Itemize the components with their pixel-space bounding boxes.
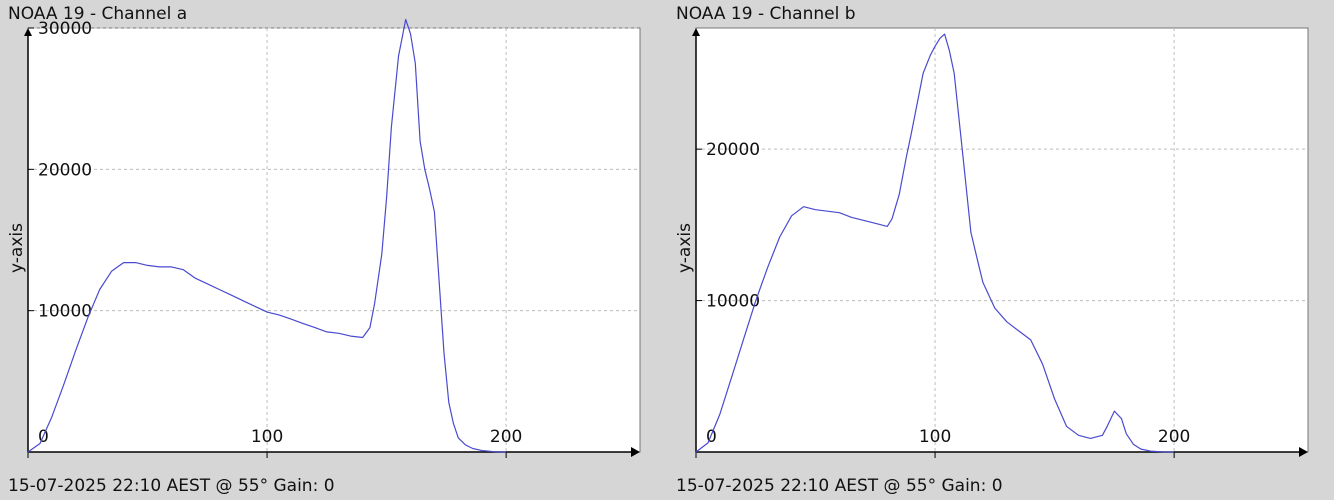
- x-axis-arrow-icon: [1299, 447, 1308, 457]
- chart-footer-status: 15-07-2025 22:10 AEST @ 55° Gain: 0: [8, 476, 335, 496]
- x-tick-label: 100: [919, 427, 951, 447]
- y-tick-label: 30000: [38, 19, 92, 39]
- y-axis-arrow-icon: [692, 28, 700, 36]
- y-axis-label: y-axis: [675, 223, 695, 273]
- y-tick-label: 10000: [706, 292, 760, 312]
- chart-footer-status: 15-07-2025 22:10 AEST @ 55° Gain: 0: [676, 476, 1003, 496]
- y-tick-label: 20000: [706, 140, 760, 160]
- y-tick-label: 10000: [38, 302, 92, 322]
- plot-area: [27, 27, 641, 453]
- chart-title: NOAA 19 - Channel b: [676, 4, 856, 24]
- x-tick-label: 200: [490, 427, 522, 447]
- x-axis-arrow-icon: [631, 447, 640, 457]
- x-tick-label: 0: [706, 427, 717, 447]
- series-line: [695, 33, 1175, 453]
- y-tick-label: 20000: [38, 160, 92, 180]
- y-axis-label: y-axis: [7, 223, 27, 273]
- plot-area: [695, 27, 1309, 453]
- chart-panel-channel-a: NOAA 19 - Channel a 0 100 200 10000 20000 300…: [0, 0, 655, 500]
- chart-title: NOAA 19 - Channel a: [8, 4, 188, 24]
- y-axis-arrow-icon: [24, 28, 32, 36]
- x-tick-label: 200: [1158, 427, 1190, 447]
- series-line: [27, 18, 507, 453]
- chart-panel-channel-b: NOAA 19 - Channel b 0 100 200 10000 20000 y-a…: [668, 0, 1323, 500]
- chart-plot-channel-b: 0 100 200 10000 20000 y-axis: [675, 27, 1309, 458]
- x-tick-label: 100: [251, 427, 283, 447]
